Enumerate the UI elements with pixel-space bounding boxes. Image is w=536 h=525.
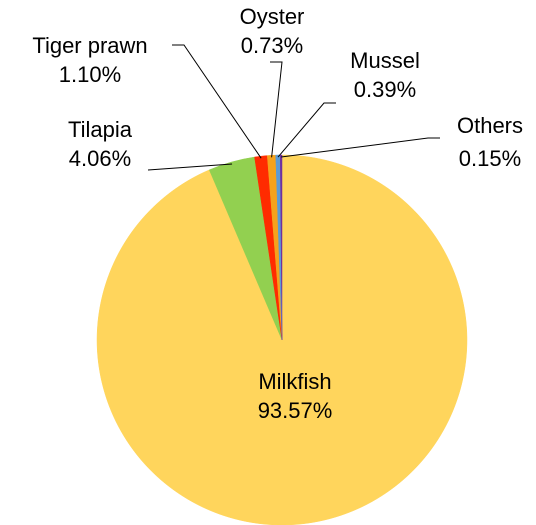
slice-label-name: Milkfish (258, 369, 331, 394)
slice-label-value: 93.57% (258, 398, 333, 423)
slice-label-value: 1.10% (59, 62, 121, 87)
slice-label-value: 0.73% (241, 33, 303, 58)
slice-label-value: 4.06% (69, 146, 131, 171)
slice-label-name: Tiger prawn (32, 33, 147, 58)
slice-label-name: Mussel (350, 48, 420, 73)
slice-label-name: Tilapia (68, 117, 133, 142)
leader-line (281, 137, 440, 158)
leader-line (172, 44, 262, 159)
leader-line (277, 102, 336, 158)
leader-line (270, 61, 283, 158)
slice-label-name: Oyster (240, 4, 305, 29)
pie-slice (280, 154, 283, 341)
slice-label-value: 0.15% (459, 146, 521, 171)
slice-label-name: Others (457, 113, 523, 138)
slice-label-value: 0.39% (354, 77, 416, 102)
leader-line (147, 163, 233, 171)
